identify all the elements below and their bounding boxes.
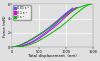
X-axis label: Total displacement  (nm): Total displacement (nm)	[28, 54, 77, 58]
Legend: 0.01 s⁻¹, 0.1 s⁻¹, 1 s⁻¹: 0.01 s⁻¹, 0.1 s⁻¹, 1 s⁻¹	[13, 5, 31, 20]
Y-axis label: Force (mN): Force (mN)	[3, 15, 7, 37]
